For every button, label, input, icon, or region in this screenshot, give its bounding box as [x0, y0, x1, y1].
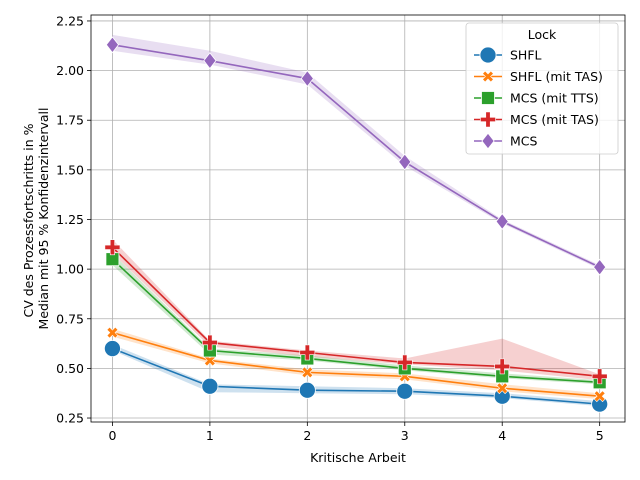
series-line-mcs-mit-tts — [111, 258, 600, 384]
data-point-shfl-mit-tas — [496, 382, 509, 395]
x-tick-label: 4 — [498, 428, 506, 443]
data-point-mcs-mit-tas — [591, 368, 608, 385]
data-point-shfl-mit-tas — [203, 354, 216, 367]
data-point-mcs — [203, 52, 217, 70]
ci-band-shfl — [112, 344, 600, 407]
data-point-shfl — [103, 340, 121, 358]
legend-label-shfl-mit-tas: SHFL (mit TAS) — [510, 69, 603, 84]
data-point-mcs — [398, 153, 412, 171]
data-point-mcs — [593, 258, 607, 276]
ci-band-mcs — [112, 34, 600, 270]
legend-label-mcs: MCS — [510, 134, 538, 149]
series-line-mcs — [112, 43, 601, 268]
ci-band-mcs-mit-tts — [112, 253, 600, 385]
data-point-shfl — [298, 381, 316, 399]
data-point-shfl-mit-tas — [593, 390, 606, 403]
y-tick-label: 1.50 — [56, 162, 84, 177]
data-point-mcs — [105, 36, 120, 54]
y-tick-label: 2.25 — [56, 13, 84, 28]
legend-marker-shfl — [479, 46, 497, 64]
legend-marker-mcs — [481, 132, 495, 150]
data-point-shfl — [396, 382, 414, 400]
legend-box — [465, 22, 619, 155]
x-tick-label: 5 — [596, 428, 604, 443]
data-point-mcs-mit-tas — [202, 334, 218, 351]
y-tick-label: 1.00 — [56, 262, 84, 277]
x-tick-label: 0 — [108, 428, 116, 443]
plot-frame — [90, 14, 626, 423]
x-tick-label: 2 — [303, 428, 311, 443]
data-point-shfl-mit-tas — [301, 366, 314, 379]
series-markers — [103, 36, 609, 413]
legend-label-shfl: SHFL — [510, 48, 542, 63]
legend-label-mcs-mit-tas: MCS (mit TAS) — [510, 112, 599, 127]
legend-label-mcs-mit-tts: MCS (mit TTS) — [510, 91, 599, 106]
ci-band-shfl-mit-tas — [112, 328, 600, 400]
series-lines — [111, 43, 601, 405]
y-axis-label: CV des Prozessfortschritts in % Median m… — [21, 108, 51, 330]
y-axis-label-line-1: CV des Prozessfortschritts in % — [21, 123, 36, 317]
y-tick-label: 2.00 — [56, 63, 84, 78]
x-tick-label: 1 — [206, 428, 214, 443]
data-point-mcs — [300, 70, 314, 87]
legend: Lock SHFL SHFL (mit TAS) MCS (mit TTS) MCS (… — [465, 22, 619, 155]
data-point-mcs-mit-tas — [299, 344, 316, 361]
data-point-mcs-mit-tas — [104, 239, 121, 256]
legend-marker-mcs-mit-tas — [480, 111, 496, 128]
y-tick-label: 1.25 — [56, 212, 84, 227]
series-line-shfl — [112, 347, 600, 405]
legend-marker-shfl-mit-tas — [482, 70, 494, 83]
legend-marker-mcs-mit-tts — [481, 91, 495, 105]
y-tick-label: 0.25 — [56, 411, 84, 426]
y-axis-ticks: 0.25 0.50 0.75 1.00 1.25 1.50 1.75 2.00 2.25 — [56, 13, 91, 426]
series-line-mcs-mit-tas — [111, 246, 600, 378]
data-point-shfl — [201, 377, 219, 395]
data-point-mcs — [495, 213, 509, 230]
x-axis-ticks: 0 1 2 3 4 5 — [108, 422, 604, 443]
y-tick-label: 0.50 — [56, 361, 84, 376]
x-tick-label: 3 — [401, 428, 409, 443]
x-axis-label: Kritische Arbeit — [310, 450, 406, 465]
legend-title: Lock — [528, 27, 557, 42]
y-axis-label-line-2: Median mit 95 % Konfidenzintervall — [36, 108, 51, 330]
series-line-shfl-mit-tas — [112, 331, 600, 397]
y-tick-label: 1.75 — [56, 113, 84, 128]
data-point-mcs-mit-tas — [494, 358, 511, 375]
data-point-shfl-mit-tas — [106, 326, 119, 339]
y-tick-label: 0.75 — [56, 311, 84, 326]
data-point-mcs-mit-tas — [396, 354, 413, 371]
